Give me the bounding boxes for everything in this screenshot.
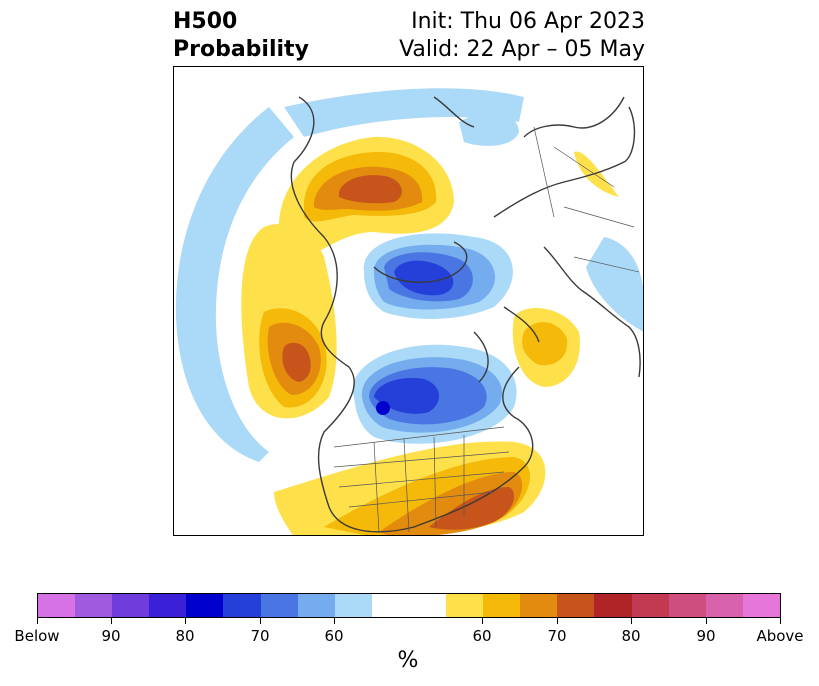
- colorbar-tick-label: 80: [175, 627, 195, 645]
- below-60-band-west: [175, 107, 294, 462]
- colorbar-tick-label: Below: [14, 627, 60, 645]
- colorbar-segment: [408, 594, 447, 617]
- colorbar-tick: [557, 618, 558, 624]
- colorbar-segment: [334, 594, 372, 617]
- colorbar: [37, 593, 781, 618]
- colorbar-segment: [668, 594, 706, 617]
- colorbar-tick-label: 90: [101, 627, 121, 645]
- probability-map: [173, 66, 644, 536]
- below-60-band-north: [284, 88, 524, 137]
- coastlines: [290, 96, 641, 533]
- colorbar-tick-label: 60: [472, 627, 492, 645]
- colorbar-segment: [742, 594, 780, 617]
- colorbar-tick: [185, 618, 186, 624]
- colorbar-segment: [186, 594, 224, 617]
- colorbar-tick: [780, 618, 781, 624]
- colorbar-segment: [631, 594, 669, 617]
- above-55-europe: [574, 151, 619, 197]
- below-95-canada: [376, 401, 390, 415]
- title-line-2: Probability: [173, 37, 309, 62]
- colorbar-segment: [557, 594, 595, 617]
- below-60-blob-north: [459, 113, 519, 146]
- below-90-arctic: [394, 260, 454, 296]
- colorbar-segment: [260, 594, 298, 617]
- colorbar-tick: [482, 618, 483, 624]
- colorbar-tick: [37, 618, 38, 624]
- colorbar-segment: [446, 594, 484, 617]
- colorbar-segment: [75, 594, 113, 617]
- below-60-blob-east: [586, 237, 643, 332]
- colorbar-segment: [705, 594, 743, 617]
- colorbar-tick-label: 70: [547, 627, 567, 645]
- colorbar-unit: %: [397, 648, 419, 673]
- colorbar-tick: [706, 618, 707, 624]
- colorbar-segment: [297, 594, 335, 617]
- colorbar-tick-label: 60: [324, 627, 344, 645]
- colorbar-tick: [631, 618, 632, 624]
- colorbar-segment: [371, 594, 409, 617]
- colorbar-segment: [594, 594, 632, 617]
- above-80-north: [339, 175, 402, 204]
- valid-range: Valid: 22 Apr – 05 May: [399, 37, 645, 62]
- map-canvas: [175, 88, 643, 535]
- colorbar-tick-label: 90: [696, 627, 716, 645]
- title-line-1: H500: [173, 9, 238, 34]
- above-80-pacific: [282, 342, 311, 382]
- colorbar-segment: [112, 594, 150, 617]
- chart-title: H500 Probability: [173, 8, 309, 64]
- colorbar-tick: [334, 618, 335, 624]
- colorbar-tick-label: 70: [250, 627, 270, 645]
- colorbar-segment: [223, 594, 261, 617]
- colorbar-tick: [260, 618, 261, 624]
- colorbar-segment: [483, 594, 521, 617]
- colorbar-segment: [520, 594, 558, 617]
- colorbar-tick-label: 80: [621, 627, 641, 645]
- date-info: Init: Thu 06 Apr 2023 Valid: 22 Apr – 05…: [399, 8, 645, 64]
- borders: [333, 126, 640, 533]
- colorbar-tick-label: Above: [756, 627, 804, 645]
- colorbar-tick: [111, 618, 112, 624]
- above-60-atlantic: [522, 322, 568, 366]
- colorbar-segment: [149, 594, 187, 617]
- below-90-canada: [374, 377, 440, 414]
- colorbar-segment: [38, 594, 76, 617]
- above-80-southeast: [429, 487, 514, 530]
- init-date: Init: Thu 06 Apr 2023: [411, 9, 645, 34]
